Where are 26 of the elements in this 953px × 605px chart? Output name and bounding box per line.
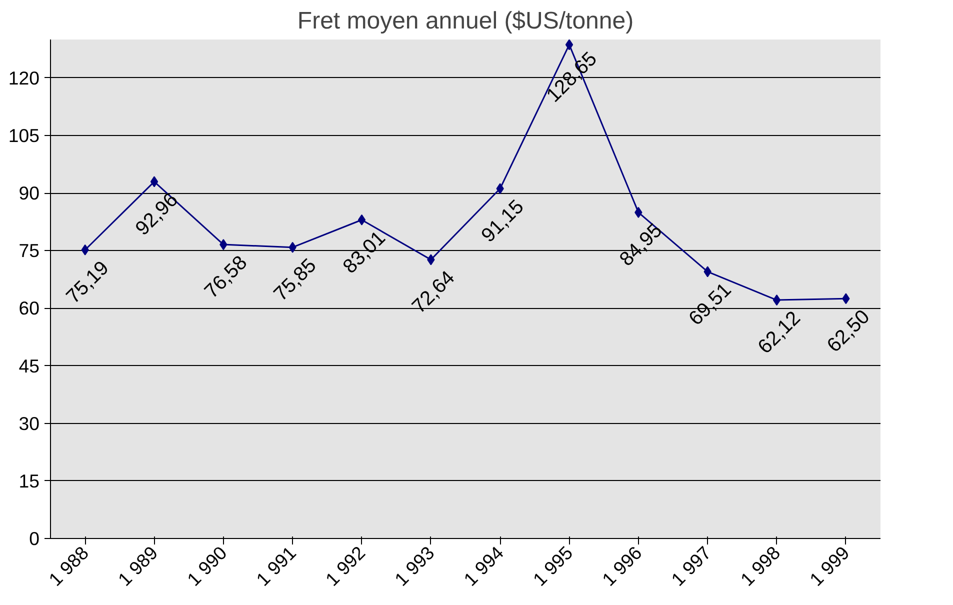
- point: [565, 40, 574, 50]
- x-tick-label: 1 998: [736, 542, 784, 590]
- x-tick-label: 1 991: [252, 542, 300, 590]
- x-tick-label: 1 994: [460, 542, 508, 590]
- y-tick-label: 75: [18, 240, 40, 262]
- y-tick-label: 45: [18, 355, 40, 376]
- x-tick-label: 1 989: [114, 542, 162, 590]
- x-tick-label: 1 988: [44, 542, 93, 590]
- point: [150, 176, 158, 188]
- x-tick-label: 1 999: [805, 542, 854, 590]
- point: [358, 214, 366, 226]
- chart-title: Fret moyen annuel ($US/tonne): [297, 8, 634, 34]
- x-tick-label: 1 992: [321, 542, 370, 590]
- x-tick-label: 1 997: [667, 542, 716, 590]
- x-tick-label: 1 993: [390, 542, 438, 590]
- y-tick-label: 0: [29, 528, 40, 549]
- y-tick-label: 120: [8, 67, 40, 88]
- y-tick-label: 30: [18, 412, 40, 434]
- y-tick-label: 105: [8, 124, 40, 146]
- x-tick-label: 1 995: [528, 542, 577, 590]
- y-tick-label: 15: [18, 470, 40, 492]
- y-tick-label: 60: [18, 298, 40, 319]
- x-tick-label: 1 996: [598, 542, 646, 590]
- point: [772, 294, 781, 306]
- x-tick-label: 1 990: [182, 542, 231, 590]
- y-tick-label: 90: [18, 182, 40, 204]
